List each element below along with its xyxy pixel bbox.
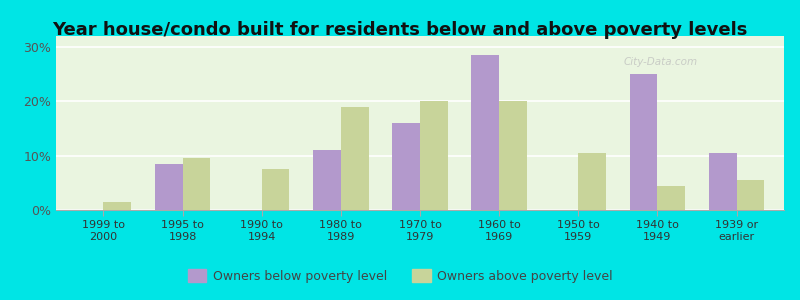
- Bar: [420, 101, 448, 210]
- Bar: [392, 123, 420, 210]
- Bar: [737, 180, 764, 210]
- Bar: [499, 101, 527, 210]
- Bar: [709, 153, 737, 210]
- Bar: [341, 107, 369, 210]
- Bar: [630, 74, 658, 210]
- Text: City-Data.com: City-Data.com: [624, 57, 698, 67]
- Bar: [103, 202, 131, 210]
- Bar: [155, 164, 182, 210]
- Bar: [182, 158, 210, 210]
- Bar: [578, 153, 606, 210]
- Legend: Owners below poverty level, Owners above poverty level: Owners below poverty level, Owners above…: [182, 264, 618, 288]
- Bar: [471, 55, 499, 210]
- Bar: [262, 169, 290, 210]
- Text: Year house/condo built for residents below and above poverty levels: Year house/condo built for residents bel…: [52, 21, 748, 39]
- Bar: [658, 185, 685, 210]
- Bar: [313, 150, 341, 210]
